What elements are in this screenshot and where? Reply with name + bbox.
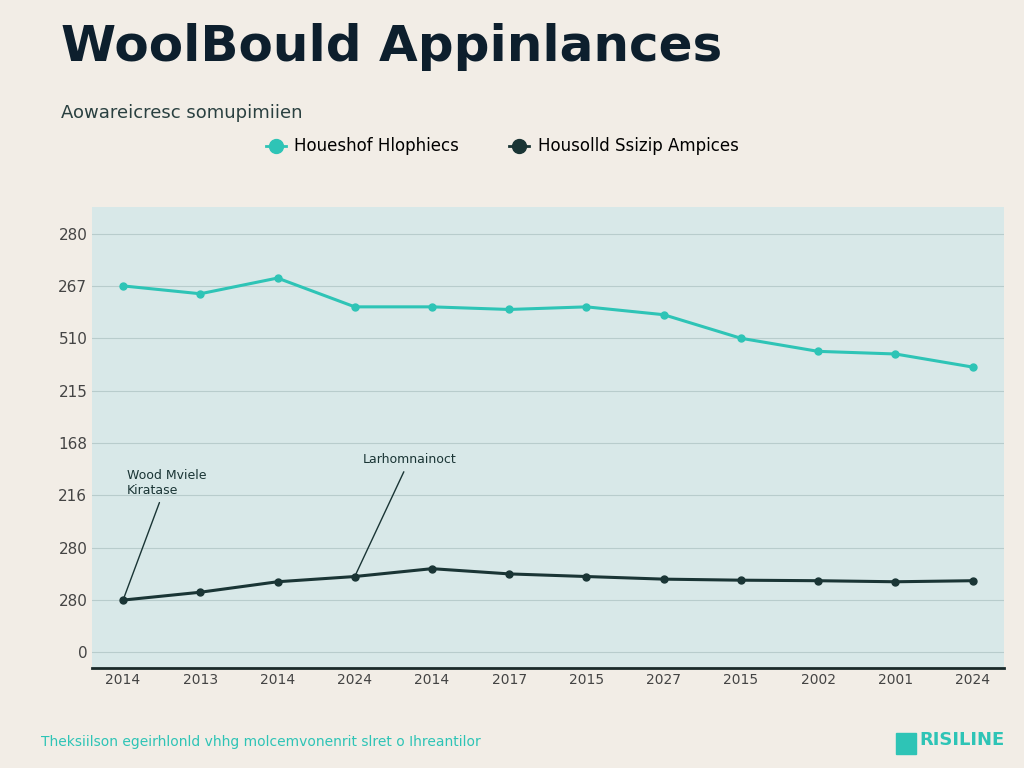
Legend: Houeshof Hlophiecs, Housolld Ssizip Ampices: Houeshof Hlophiecs, Housolld Ssizip Ampi…	[259, 131, 745, 162]
Text: Theksiilson egeirhlonld vhhg molcemvonenrit slret o Ihreantilor: Theksiilson egeirhlonld vhhg molcemvonen…	[41, 735, 480, 749]
Text: Aowareicresc somupimiien: Aowareicresc somupimiien	[61, 104, 303, 121]
Text: WoolBould Appinlances: WoolBould Appinlances	[61, 23, 723, 71]
Text: Larhomnainoct: Larhomnainoct	[356, 453, 457, 574]
Text: Wood Mviele
Kiratase: Wood Mviele Kiratase	[124, 469, 207, 598]
Text: RISILINE: RISILINE	[920, 731, 1005, 749]
